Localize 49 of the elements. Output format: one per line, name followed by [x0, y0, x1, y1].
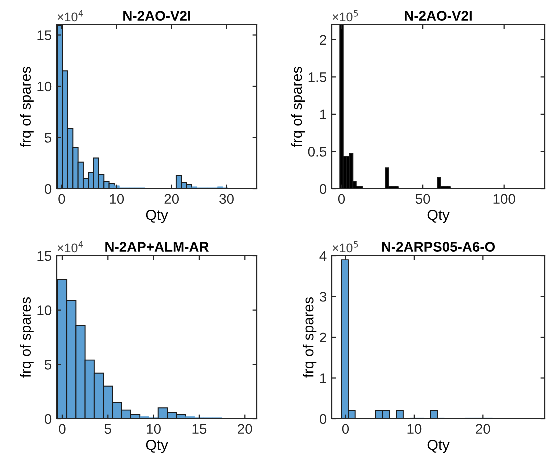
x-tick-label: 0	[338, 194, 346, 204]
x-tick-label: 50	[416, 194, 430, 204]
y-tick-label: 3	[320, 292, 327, 302]
x-tick-label: 0	[58, 194, 66, 204]
x-tick-label: 20	[164, 194, 180, 204]
x-tick-label: 20	[476, 424, 490, 434]
x-axis-title: Qty	[146, 440, 168, 454]
y-tick-label: 1	[320, 374, 326, 384]
text: ×10$^{5}$	[332, 241, 358, 253]
x-tick-label: 15	[192, 424, 207, 434]
x-axis-title: Qty	[146, 210, 168, 224]
y-tick-label: 5	[44, 360, 52, 370]
x-tick-label: 5	[104, 424, 112, 434]
x-axis-title: Qty	[428, 210, 450, 224]
text: ×10$^{4}$	[58, 241, 84, 253]
y-tick-label: 10	[38, 82, 52, 92]
x-tick-label: 100	[494, 194, 516, 204]
y-tick-label: 2	[320, 35, 326, 45]
chart-title: N-2AO-V2I	[124, 11, 190, 21]
y-tick-label: 4	[320, 251, 327, 262]
y-tick-label: 1.5	[308, 72, 327, 82]
y-tick-label: 15	[38, 251, 52, 262]
y-axis-title: frq of spares	[20, 297, 34, 378]
x-tick-label: 30	[220, 194, 234, 204]
text: ×10$^{5}$	[332, 10, 358, 22]
y-axis-title: frq of spares	[20, 66, 34, 148]
y-tick-label: 0	[320, 184, 327, 194]
y-tick-label: 1	[320, 110, 326, 120]
x-axis-title: Qty	[428, 440, 450, 454]
x-tick-label: 0	[59, 424, 66, 434]
chart-title: N-2AO-V2I	[405, 11, 472, 21]
y-tick-label: 15	[38, 30, 52, 40]
y-tick-label: 0.5	[308, 147, 327, 157]
x-tick-label: 10	[147, 424, 161, 434]
x-tick-label: 10	[110, 194, 124, 204]
chart-title: N-2AP+ALM-AR	[106, 242, 209, 252]
chart-title: N-2ARPS05-A6-O	[382, 242, 496, 252]
x-tick-label: 20	[238, 424, 252, 434]
y-tick-label: 5	[44, 133, 52, 143]
text: ×10$^{4}$	[58, 10, 84, 22]
y-tick-label: 0	[44, 184, 52, 194]
y-axis-title: frq of spares	[303, 297, 317, 378]
y-tick-label: 2	[320, 332, 326, 343]
y-tick-label: 0	[44, 414, 52, 424]
y-tick-label: 10	[38, 306, 52, 316]
x-tick-label: 10	[408, 424, 422, 434]
y-tick-label: 0	[320, 414, 327, 424]
x-tick-label: 0	[342, 424, 350, 434]
y-axis-title: frq of spares	[291, 66, 306, 148]
